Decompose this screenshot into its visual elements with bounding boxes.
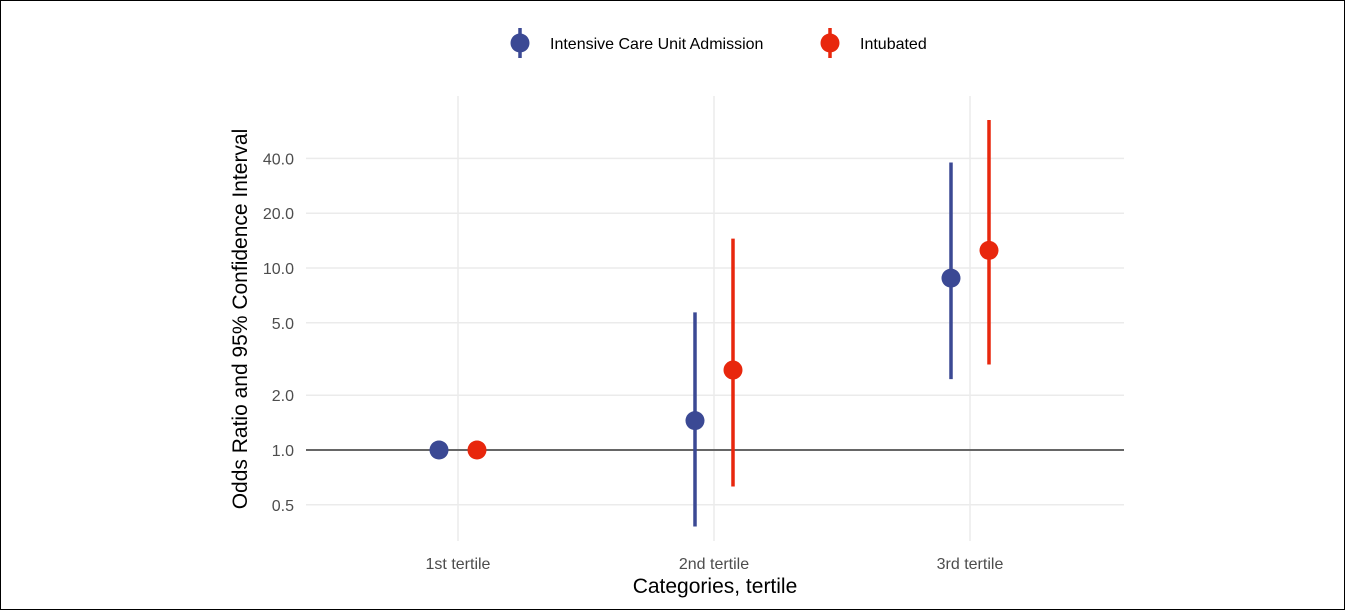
y-tick-label: 40.0 — [263, 151, 294, 168]
legend-key-point — [510, 33, 530, 53]
y-tick-label: 2.0 — [272, 388, 294, 405]
data-marks — [429, 120, 999, 527]
data-point — [429, 440, 449, 460]
data-point — [941, 268, 961, 288]
legend: Intensive Care Unit Admission Intubated — [510, 28, 927, 58]
y-tick-labels: 0.5 1.0 2.0 5.0 10.0 20.0 40.0 — [263, 151, 294, 514]
y-axis-title: Odds Ratio and 95% Confidence Interval — [229, 129, 252, 510]
legend-label: Intensive Care Unit Admission — [550, 36, 763, 53]
y-tick-label: 20.0 — [263, 206, 294, 223]
data-point — [467, 440, 487, 460]
data-point — [979, 240, 999, 260]
y-tick-label: 1.0 — [272, 443, 294, 460]
x-tick-label: 3rd tertile — [937, 556, 1004, 573]
grid — [306, 96, 1124, 541]
y-tick-label: 0.5 — [272, 498, 294, 515]
x-tick-label: 1st tertile — [426, 556, 491, 573]
data-point — [723, 360, 743, 380]
x-tick-labels: 1st tertile 2nd tertile 3rd tertile — [426, 556, 1004, 573]
x-tick-label: 2nd tertile — [679, 556, 749, 573]
x-axis-title: Categories, tertile — [633, 575, 798, 598]
data-point — [685, 411, 705, 431]
y-tick-label: 10.0 — [263, 261, 294, 278]
legend-key-point — [820, 33, 840, 53]
y-tick-label: 5.0 — [272, 316, 294, 333]
legend-label: Intubated — [860, 36, 927, 53]
